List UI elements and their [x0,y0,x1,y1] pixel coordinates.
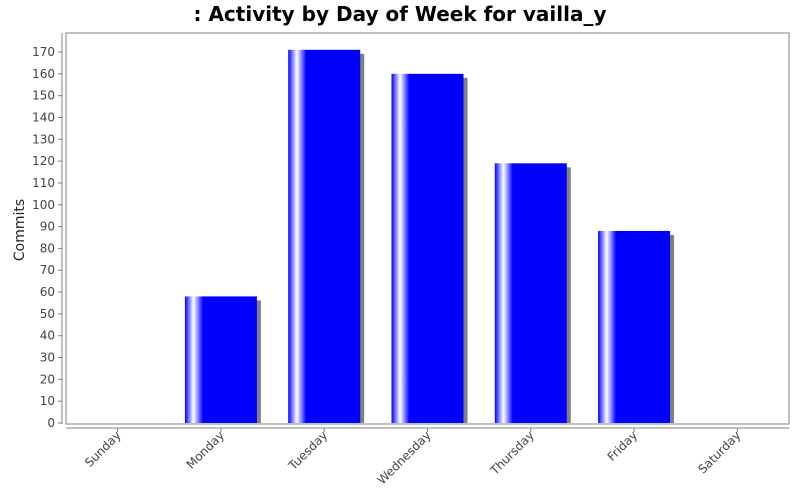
y-tick-label: 50 [40,307,55,321]
x-tick-label: Sunday [82,428,124,470]
x-tick-label: Wednesday [375,428,434,487]
x-tick-label: Thursday [487,428,537,478]
y-tick-label: 60 [40,285,55,299]
y-tick-label: 140 [32,110,55,124]
y-tick-label: 120 [32,154,55,168]
y-tick-label: 40 [40,329,55,343]
x-tick-label: Tuesday [285,428,330,473]
y-axis-label: Commits [12,199,28,261]
bar [598,230,671,423]
y-tick-label: 0 [47,416,55,430]
y-tick-label: 10 [40,394,55,408]
y-tick-label: 30 [40,351,55,365]
x-tick-label: Friday [605,428,641,464]
bar-series [184,49,675,424]
bar [288,49,361,423]
bar [391,73,464,423]
y-tick-label: 110 [32,176,55,190]
x-tick-label: Monday [184,428,227,471]
y-tick-label: 20 [40,372,55,386]
y-axis: 0 10 20 30 40 50 60 70 80 90 100 110 120 130 140 150 160… [32,33,63,430]
y-tick-label: 160 [32,67,55,81]
bar [184,296,257,423]
y-tick-label: 100 [32,198,55,212]
y-tick-label: 150 [32,89,55,103]
y-tick-label: 170 [32,45,55,59]
y-tick-label: 130 [32,132,55,146]
chart-title: : Activity by Day of Week for vailla_y [193,2,606,26]
y-tick-label: 70 [40,263,55,277]
bar [494,163,567,424]
y-tick-label: 80 [40,241,55,255]
y-tick-label: 90 [40,220,55,234]
x-tick-label: Saturday [695,428,743,476]
x-axis: Sunday Monday Tuesday Wednesday Thursday Frid… [66,427,789,487]
